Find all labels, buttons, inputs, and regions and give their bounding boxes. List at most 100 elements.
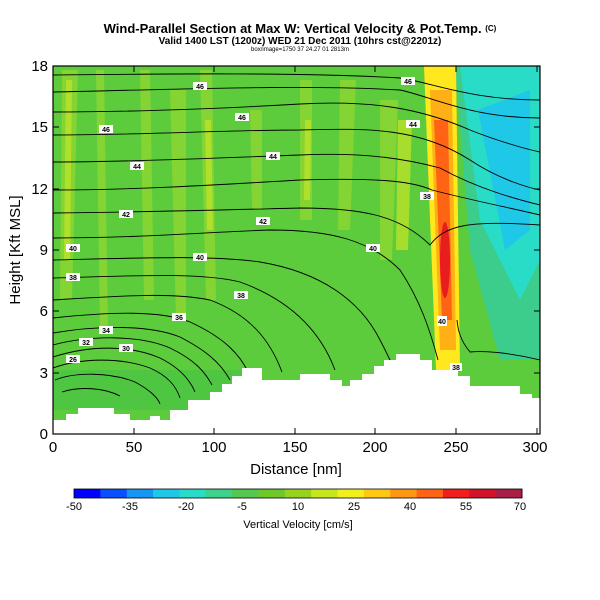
svg-text:46: 46: [238, 115, 246, 122]
y-tick-label: 15: [31, 119, 48, 136]
copyright-mark: (C): [485, 24, 497, 33]
y-tick-label: 3: [40, 365, 48, 382]
svg-text:46: 46: [196, 84, 204, 91]
svg-text:44: 44: [269, 154, 277, 161]
y-tick-labels: 0 3 6 9 12 15 18: [31, 58, 48, 443]
chart-title-block: Wind-Parallel Section at Max W: Vertical…: [0, 22, 600, 54]
colorbar-label: Vertical Velocity [cm/s]: [243, 519, 352, 531]
theta-label: 40: [437, 316, 447, 326]
svg-text:42: 42: [259, 219, 267, 226]
colorbar: -50 -35 -20 -5 10 25 40 55 70 Vertical V…: [66, 488, 526, 531]
theta-label: 46: [401, 77, 415, 86]
colorbar-tick-label: 55: [460, 501, 472, 513]
svg-text:30: 30: [122, 346, 130, 353]
colorbar-swatch: [363, 489, 391, 498]
svg-text:40: 40: [369, 246, 377, 253]
svg-text:46: 46: [102, 127, 110, 134]
colorbar-tick-labels: -50 -35 -20 -5 10 25 40 55 70: [66, 501, 526, 513]
theta-label: 36: [172, 313, 186, 322]
colorbar-tick-label: -5: [237, 501, 247, 513]
y-axis: 0 3 6 9 12 15 18 Height [Kft MSL]: [7, 58, 540, 443]
theta-label: 32: [79, 338, 93, 347]
colorbar-swatches: [74, 489, 523, 498]
colorbar-swatch: [390, 489, 417, 498]
colorbar-swatch: [232, 489, 259, 498]
theta-label: 44: [406, 120, 420, 129]
colorbar-swatch: [284, 489, 312, 498]
colorbar-swatch: [258, 489, 286, 498]
theta-label: 30: [119, 344, 133, 353]
theta-label: 40: [366, 244, 380, 253]
chart-valid-time: Valid 1400 LST (1200z) WED 21 Dec 2011 (…: [158, 36, 442, 47]
theta-labels: 46 46 46 46 44 44 44 42 42 40 40 40 38 3…: [66, 77, 462, 372]
y-tick-label: 9: [40, 242, 48, 259]
theta-label: 42: [119, 210, 133, 219]
svg-text:34: 34: [102, 328, 110, 335]
y-tick-label: 6: [40, 303, 48, 320]
theta-label: 40: [193, 253, 207, 262]
svg-text:40: 40: [438, 319, 446, 326]
colorbar-swatch: [337, 489, 365, 498]
x-axis: 0 50 100 150 200 250 300 Distance [nm]: [49, 66, 548, 478]
y-tick-label: 12: [31, 181, 48, 198]
theta-label: 38: [450, 363, 462, 372]
colorbar-tick-label: -20: [178, 501, 194, 513]
colorbar-swatch: [442, 489, 470, 498]
svg-text:44: 44: [133, 164, 141, 171]
theta-label: 42: [256, 217, 270, 226]
theta-label: 46: [193, 82, 207, 91]
x-tick-label: 300: [522, 439, 547, 456]
theta-label: 44: [130, 162, 144, 171]
x-tick-label: 50: [126, 439, 143, 456]
x-tick-label: 200: [362, 439, 387, 456]
plot-area: [53, 66, 540, 434]
theta-label: 38: [234, 291, 248, 300]
svg-text:32: 32: [82, 340, 90, 347]
x-axis-label: Distance [nm]: [250, 461, 342, 478]
svg-text:38: 38: [452, 365, 460, 372]
colorbar-swatch: [416, 489, 444, 498]
theta-contours: [53, 73, 540, 405]
theta-label: 34: [99, 326, 113, 335]
theta-label: 46: [99, 125, 113, 134]
colorbar-swatch: [179, 489, 207, 498]
theta-label: 46: [235, 113, 249, 122]
terrain: [53, 354, 540, 434]
x-tick-label: 100: [201, 439, 226, 456]
chart-subtitle-small: box/image=1750 37 24.27 01 2813m: [251, 47, 349, 53]
x-tick-label: 250: [443, 439, 468, 456]
y-tick-label: 18: [31, 58, 48, 75]
theta-label: 44: [266, 152, 280, 161]
svg-text:40: 40: [196, 255, 204, 262]
svg-text:46: 46: [404, 79, 412, 86]
svg-text:38: 38: [69, 275, 77, 282]
svg-text:38: 38: [237, 293, 245, 300]
field-updraft-core: [440, 222, 450, 298]
svg-text:36: 36: [175, 315, 183, 322]
x-tick-labels: 0 50 100 150 200 250 300: [49, 439, 548, 456]
colorbar-swatch: [469, 489, 497, 498]
colorbar-tick-label: -35: [122, 501, 138, 513]
x-tick-label: 0: [49, 439, 57, 456]
colorbar-swatch: [495, 489, 523, 498]
y-axis-ticks: [53, 65, 540, 435]
theta-label: 38: [420, 192, 434, 201]
svg-text:42: 42: [122, 212, 130, 219]
colorbar-tick-label: 10: [292, 501, 304, 513]
svg-text:40: 40: [69, 246, 77, 253]
colorbar-swatch: [74, 489, 101, 498]
colorbar-swatch: [153, 489, 180, 498]
colorbar-tick-label: 40: [404, 501, 416, 513]
colorbar-tick-label: 70: [514, 501, 526, 513]
colorbar-swatch: [205, 489, 233, 498]
svg-text:26: 26: [69, 357, 77, 364]
svg-text:38: 38: [423, 194, 431, 201]
theta-label: 26: [66, 355, 80, 364]
x-tick-label: 150: [282, 439, 307, 456]
chart-title: Wind-Parallel Section at Max W: Vertical…: [103, 21, 497, 36]
colorbar-tick-label: 25: [348, 501, 360, 513]
svg-text:44: 44: [409, 122, 417, 129]
y-axis-label: Height [Kft MSL]: [7, 195, 24, 304]
y-tick-label: 0: [40, 426, 48, 443]
